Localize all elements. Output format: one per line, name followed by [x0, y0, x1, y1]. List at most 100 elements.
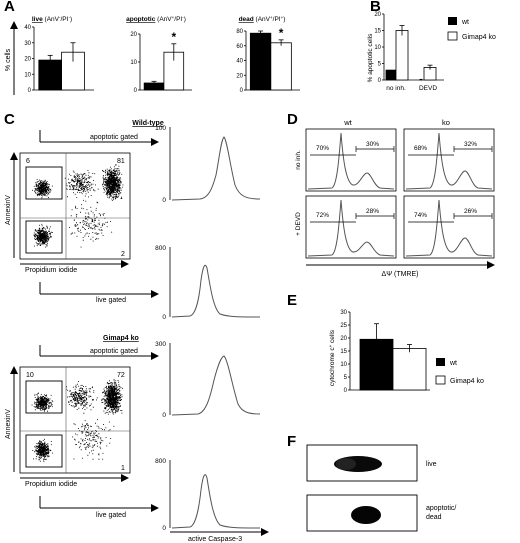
d-pct-wt-devd-right: 28% — [366, 208, 379, 215]
blot-apoptotic-label-2: dead — [426, 514, 442, 521]
d-hist-wt-devd — [305, 195, 397, 259]
chart-b-tick-label: 0 — [378, 78, 382, 84]
legend-e-wt-label: wt — [449, 360, 457, 367]
panel-letter-a: A — [4, 0, 15, 15]
legend-b-wt-label: wt — [461, 19, 469, 26]
ko-dotplot — [31, 379, 123, 463]
chart-a1-tick-label: 20 — [24, 57, 31, 63]
wt-quad-lr: 2 — [121, 251, 125, 258]
d-xlabel: ΔΨ (TMRE) — [382, 271, 419, 278]
ko-apop-gated-label: apoptotic gated — [90, 348, 138, 355]
panel-letter-c: C — [4, 111, 15, 128]
ko-hist2-ymin: 0 — [162, 525, 166, 532]
wt-x-label: Propidium iodide — [25, 267, 77, 274]
d-pct-ko-noinh-left: 68% — [414, 145, 427, 152]
chart-a3-star: * — [279, 26, 284, 40]
chart-a3-tick-label: 40 — [236, 59, 243, 65]
ko-quad-ul: 10 — [26, 372, 34, 379]
chart-e-tick-label: 25 — [340, 323, 347, 329]
chart-a1: 0 10 20 30 40 — [24, 25, 94, 94]
chart-b-tick-label: 20 — [374, 12, 381, 18]
wt-live-gated-label: live gated — [96, 297, 126, 304]
chart-a1-tick-label: 40 — [24, 25, 31, 31]
legend-b-ko-label: Gimap4 ko — [462, 34, 496, 41]
chart-e-tick-label: 0 — [344, 388, 348, 394]
wt-dotplot — [32, 164, 124, 248]
ko-gate-apoptotic — [25, 380, 63, 414]
chart-a3-bar — [270, 42, 292, 91]
chart-a1-tick-label: 30 — [24, 41, 31, 47]
chart-a2-tick-label: 10 — [130, 60, 137, 66]
chart-b-cat-noinh: no inh. — [386, 85, 406, 92]
d-row-devd: + DEVD — [295, 212, 302, 236]
ko-gate-live — [25, 434, 63, 468]
d-hist-curve — [307, 132, 395, 190]
d-hist-curve — [405, 199, 493, 257]
chart-e-tick-label: 30 — [340, 310, 347, 316]
chart-a1-tick-label: 10 — [24, 72, 31, 78]
chart-a3: 0 20 40 60 80 * — [236, 26, 300, 94]
chart-a1-tick-label: 0 — [28, 88, 32, 94]
ko-hist1-curve — [171, 355, 261, 416]
d-hist-wt-noinh — [305, 128, 397, 192]
chart-b-bar — [395, 30, 409, 81]
chart-e-tick-label: 20 — [340, 336, 347, 342]
chart-a2-title: apoptotic (AnV+/PI-) — [126, 15, 186, 24]
dot-cloud — [31, 379, 123, 463]
d-pct-wt-noinh-left: 70% — [316, 145, 329, 152]
legend-b-ko-swatch — [447, 31, 458, 41]
chart-a3-tick-label: 0 — [240, 88, 244, 94]
legend-e-ko-label: Gimap4 ko — [450, 378, 484, 385]
ko-hist2-curve — [171, 474, 261, 529]
ko-label: Gimap4 ko — [103, 335, 139, 342]
d-pct-ko-devd-left: 74% — [414, 212, 427, 219]
blot-apoptotic-band — [351, 506, 381, 524]
panel-c: Wild-type apoptotic gated 6 81 2 Annexin… — [5, 120, 269, 543]
chart-e-tick-label: 5 — [344, 375, 348, 381]
wt-hist2-ymax: 800 — [155, 245, 166, 252]
blot-apoptotic-label-1: apoptotic/ — [426, 505, 456, 512]
chart-a3-bar — [249, 32, 272, 91]
chart-b-bar — [385, 69, 397, 81]
ko-hist1-ymin: 0 — [162, 412, 166, 419]
ko-live-gated-label: live gated — [96, 512, 126, 519]
wt-hist1-ymax: 100 — [155, 125, 166, 132]
wt-hist2-ymin: 0 — [162, 314, 166, 321]
wt-quad-ul: 6 — [26, 158, 30, 165]
panel-letter-b: B — [370, 0, 381, 15]
panel-d: wt ko no inh. + DEVD 70% 30% 68% 32% 72%… — [295, 118, 495, 278]
ko-x-label: Propidium iodide — [25, 481, 77, 488]
panel-b: % apoptotic cells 0 5 10 15 20 no inh. DEVD wt… — [367, 12, 496, 92]
d-hist-curve — [307, 199, 395, 257]
blot-live-band-edge — [336, 458, 356, 470]
legend-e-ko-swatch — [435, 375, 446, 385]
chart-a3-title: dead (AnV+/PI+) — [239, 15, 286, 24]
panel-b-ylabel: % apoptotic cells — [367, 33, 374, 83]
d-pct-wt-devd-left: 72% — [316, 212, 329, 219]
wt-hist1-ymin: 0 — [162, 197, 166, 204]
panel-letter-d: D — [287, 111, 298, 128]
chart-b-tick-label: 5 — [378, 62, 382, 68]
ko-dotplot-frame — [19, 366, 131, 474]
panel-e-ylabel: cytochrome c+ cells — [328, 329, 337, 386]
chart-a3-tick-label: 80 — [236, 29, 243, 35]
ko-hist1-ymax: 300 — [155, 341, 166, 348]
d-col-wt: wt — [343, 118, 352, 127]
chart-b-cat-devd: DEVD — [419, 85, 437, 92]
legend-e-wt-swatch — [436, 358, 445, 366]
wt-gate-live — [25, 220, 63, 254]
d-col-ko: ko — [442, 118, 450, 127]
d-hist-ko-devd — [403, 195, 495, 259]
chart-b-bar — [419, 78, 423, 81]
chart-a3-tick-label: 60 — [236, 44, 243, 50]
wt-dotplot-frame — [19, 152, 131, 260]
wt-label: Wild-type — [132, 120, 164, 127]
wt-y-label: AnnexinV — [5, 195, 12, 225]
chart-e-tick-label: 10 — [340, 362, 347, 368]
ko-y-label: AnnexinV — [5, 409, 12, 439]
ko-quad-ur: 72 — [117, 372, 125, 379]
chart-a2: 0 10 20 * — [130, 30, 192, 94]
d-pct-ko-devd-right: 26% — [464, 208, 477, 215]
panel-letter-f: F — [287, 433, 297, 450]
